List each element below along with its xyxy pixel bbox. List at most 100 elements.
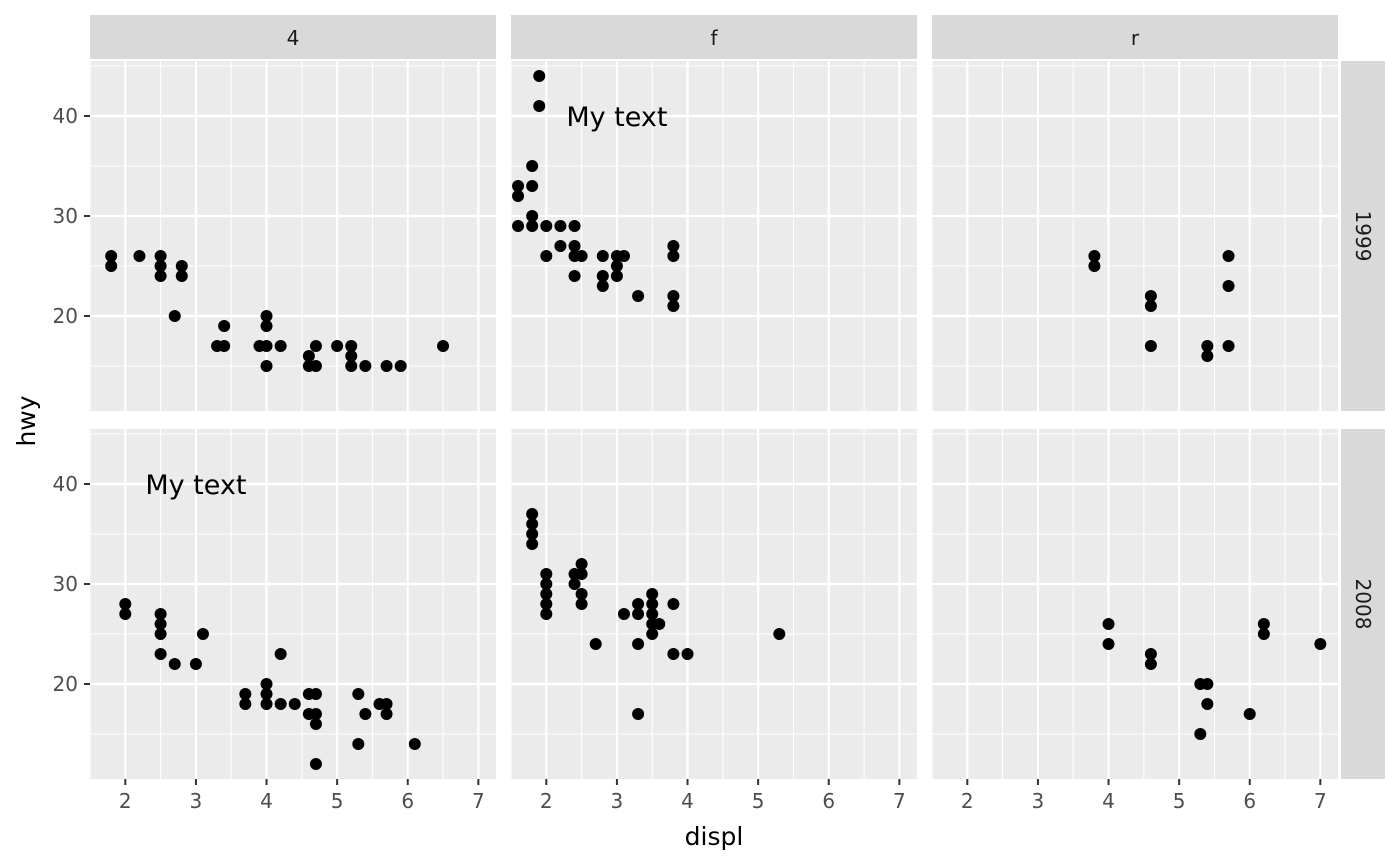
data-point (1144, 300, 1157, 312)
data-point (526, 220, 539, 232)
panel-background (511, 61, 917, 411)
data-point (133, 250, 146, 262)
data-point (1314, 638, 1327, 650)
data-point (119, 598, 132, 610)
x-tick-label: 7 (893, 789, 906, 813)
data-point (1088, 260, 1101, 272)
data-point (667, 598, 680, 610)
x-tick-label: 6 (401, 789, 414, 813)
y-tick-label: 30 (53, 204, 78, 228)
facet-strip-label: r (1131, 26, 1140, 50)
data-point (653, 618, 666, 630)
data-point (260, 320, 273, 332)
data-point (533, 70, 546, 82)
y-tick-label: 20 (53, 304, 78, 328)
data-point (596, 270, 609, 282)
data-point (575, 568, 588, 580)
data-point (589, 638, 602, 650)
panel-background (932, 429, 1338, 779)
data-point (105, 260, 118, 272)
panel-background (90, 429, 496, 779)
data-point (380, 360, 393, 372)
data-point (526, 518, 539, 530)
data-point (168, 310, 181, 322)
data-point (260, 678, 273, 690)
data-point (610, 270, 623, 282)
data-point (526, 508, 539, 520)
x-tick-label: 4 (260, 789, 273, 813)
data-point (1222, 250, 1235, 262)
y-tick-label: 30 (53, 572, 78, 596)
facet-strip-label: f (710, 26, 718, 50)
data-point (154, 250, 167, 262)
data-point (568, 220, 581, 232)
data-point (105, 250, 118, 262)
x-tick-label: 2 (961, 789, 974, 813)
data-point (575, 598, 588, 610)
data-point (260, 310, 273, 322)
data-point (274, 698, 287, 710)
data-point (302, 350, 315, 362)
data-point (352, 688, 365, 700)
facet-strip-2008 (1341, 429, 1385, 779)
data-point (309, 340, 322, 352)
data-point (1102, 618, 1115, 630)
data-point (1144, 290, 1157, 302)
data-point (309, 718, 322, 730)
data-point (575, 558, 588, 570)
x-tick-label: 4 (681, 789, 694, 813)
panel-background (511, 429, 917, 779)
data-point (1088, 250, 1101, 262)
data-point (345, 340, 358, 352)
data-point (394, 360, 407, 372)
data-point (596, 280, 609, 292)
data-point (646, 628, 659, 640)
facet-strip-label: 1999 (1351, 211, 1375, 262)
data-point (667, 250, 680, 262)
facet-strip-r (932, 15, 1338, 59)
data-point (309, 708, 322, 720)
data-point (526, 180, 539, 192)
annotation-text: My text (145, 470, 246, 501)
panel-background (932, 61, 1338, 411)
data-point (154, 648, 167, 660)
data-point (617, 250, 630, 262)
data-point (154, 618, 167, 630)
data-point (526, 528, 539, 540)
data-point (239, 688, 252, 700)
data-point (288, 698, 301, 710)
data-point (239, 698, 252, 710)
data-point (168, 658, 181, 670)
data-point (575, 588, 588, 600)
data-point (380, 698, 393, 710)
data-point (352, 738, 365, 750)
data-point (1144, 340, 1157, 352)
data-point (1243, 708, 1256, 720)
y-axis-title: hwy (12, 395, 41, 446)
data-point (1102, 638, 1115, 650)
x-tick-label: 3 (611, 789, 624, 813)
y-tick-label: 20 (53, 672, 78, 696)
x-tick-label: 5 (1173, 789, 1186, 813)
data-point (568, 240, 581, 252)
data-point (309, 688, 322, 700)
facet-strip-label: 4 (287, 26, 300, 50)
data-point (540, 608, 553, 620)
data-point (1194, 728, 1207, 740)
data-point (646, 598, 659, 610)
x-tick-label: 3 (1032, 789, 1045, 813)
data-point (540, 250, 553, 262)
data-point (632, 708, 645, 720)
data-point (554, 220, 567, 232)
x-tick-label: 7 (1314, 789, 1327, 813)
facet-strip-1999 (1341, 61, 1385, 411)
data-point (437, 340, 450, 352)
data-point (1201, 678, 1214, 690)
data-point (1144, 648, 1157, 660)
data-point (154, 608, 167, 620)
x-tick-label: 2 (119, 789, 132, 813)
data-point (154, 260, 167, 272)
data-point (568, 578, 581, 590)
data-point (260, 698, 273, 710)
